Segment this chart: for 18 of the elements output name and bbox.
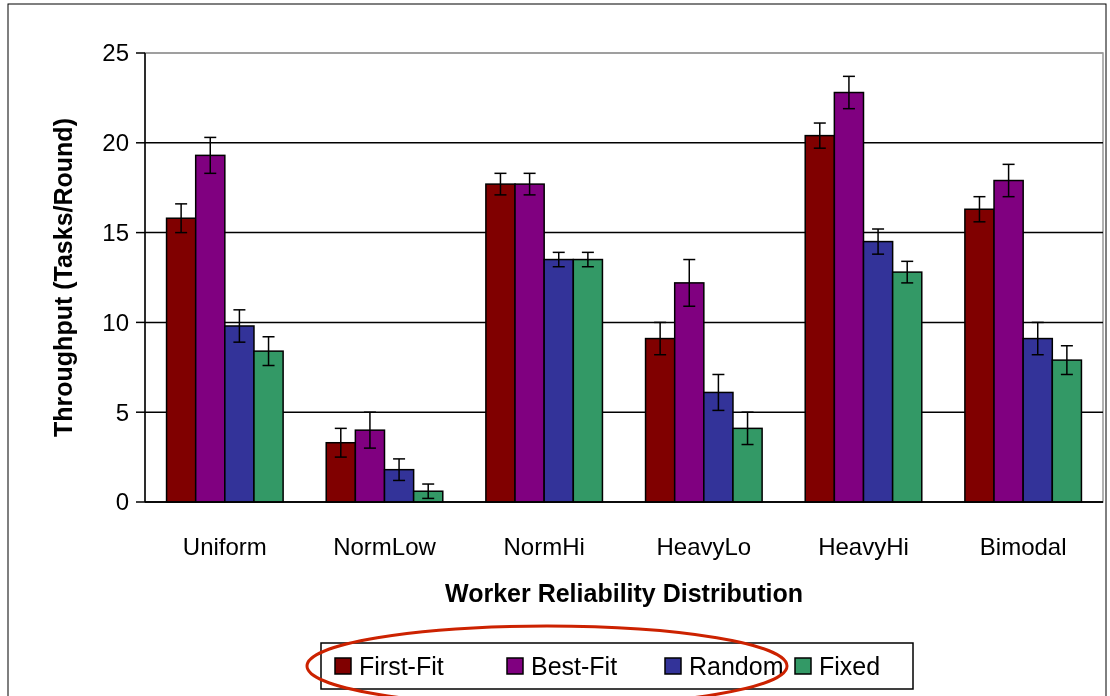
x-tick-label: Uniform — [182, 533, 267, 560]
x-tick-label: NormLow — [333, 533, 437, 560]
y-tick-label: 20 — [102, 129, 129, 157]
x-tick-label: Bimodal — [979, 533, 1067, 560]
x-axis-title: Worker Reliability Distribution — [445, 579, 803, 607]
legend-label: Fixed — [819, 651, 881, 680]
legend-label: Random — [689, 651, 784, 680]
y-tick-label: 5 — [115, 398, 129, 426]
y-tick-label: 15 — [102, 219, 129, 246]
legend-label: First-Fit — [359, 651, 444, 680]
y-tick-label: 25 — [102, 39, 129, 67]
x-tick-label: NormHi — [503, 533, 585, 560]
x-tick-label: HeavyLo — [656, 533, 752, 560]
y-tick-label: 10 — [102, 308, 129, 336]
y-tick-label: 0 — [115, 488, 129, 516]
legend-label: Best-Fit — [531, 651, 618, 680]
y-axis-title: Throughput (Tasks/Round) — [49, 118, 77, 437]
x-tick-label: HeavyHi — [818, 533, 909, 560]
